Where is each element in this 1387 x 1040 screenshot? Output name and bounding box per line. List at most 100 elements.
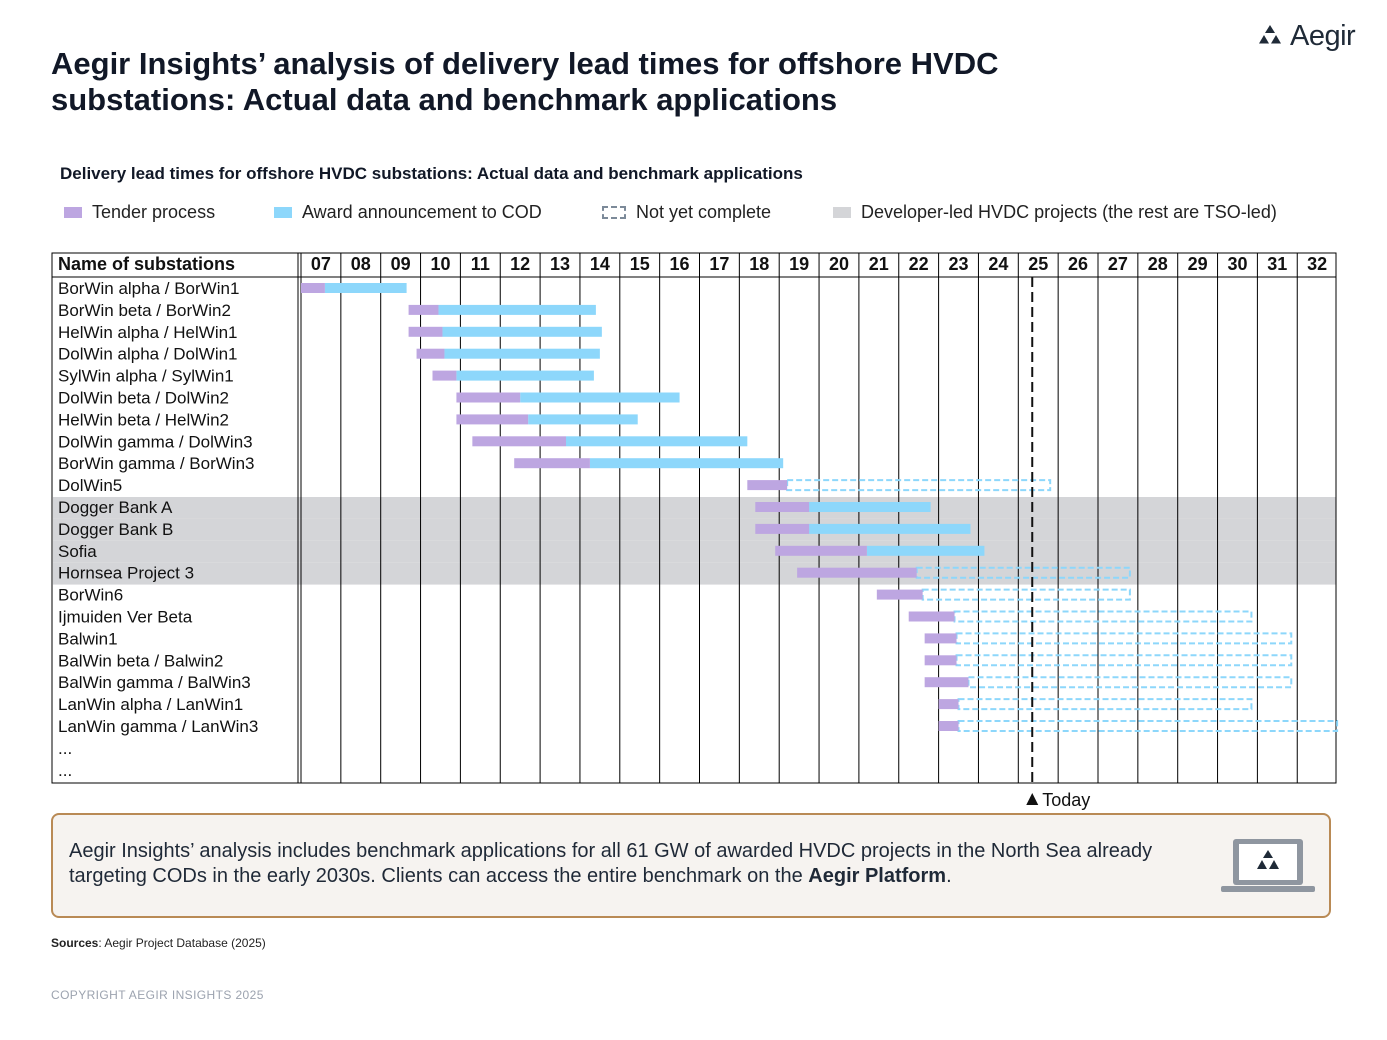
substation-name: Hornsea Project 3 [58, 564, 194, 583]
tender-bar [938, 721, 959, 731]
tender-bar [432, 370, 457, 381]
substation-name: DolWin alpha / DolWin1 [58, 345, 238, 364]
year-tick-label: 28 [1148, 254, 1168, 274]
year-tick-label: 26 [1068, 254, 1088, 274]
tender-bar [755, 502, 810, 512]
tender-bar [908, 611, 955, 622]
legend-item-not-complete: Not yet complete [602, 202, 771, 223]
tender-bar [755, 523, 810, 534]
substation-name: ... [58, 761, 72, 780]
year-tick-label: 25 [1028, 254, 1048, 274]
year-tick-label: 11 [471, 254, 490, 274]
laptop-aegir-icon [1221, 839, 1315, 892]
tender-bar [472, 436, 567, 447]
not-complete-bar [967, 676, 1293, 689]
substation-name: BalWin beta / Balwin2 [58, 651, 223, 670]
benchmark-callout: Aegir Insights’ analysis includes benchm… [51, 813, 1331, 918]
chart-title: Delivery lead times for offshore HVDC su… [60, 164, 803, 183]
award-bar [589, 458, 784, 469]
award-bar [520, 392, 680, 403]
not-complete-bar [957, 698, 1253, 711]
substation-name: HelWin alpha / HelWin1 [58, 323, 238, 342]
award-bar [444, 348, 600, 359]
year-tick-label: 31 [1267, 254, 1287, 274]
year-tick-label: 29 [1188, 254, 1208, 274]
page-title: Aegir Insights’ analysis of delivery lea… [51, 46, 999, 117]
today-label: Today [1042, 790, 1090, 810]
legend-label-award: Award announcement to COD [302, 202, 542, 222]
tender-bar [408, 326, 443, 337]
today-marker-icon [1026, 793, 1039, 805]
substation-name: LanWin alpha / LanWin1 [58, 695, 243, 714]
year-tick-label: 19 [789, 254, 809, 274]
not-complete-bar [953, 610, 1253, 623]
year-tick-label: 15 [630, 254, 650, 274]
tender-bar [924, 655, 957, 666]
not-complete-bar [786, 479, 1052, 492]
not-complete-bar [955, 632, 1293, 645]
award-bar [456, 370, 594, 381]
year-tick-label: 09 [391, 254, 411, 274]
substation-name: BalWin gamma / BalWin3 [58, 673, 251, 692]
year-tick-label: 14 [590, 254, 610, 274]
award-bar [566, 436, 748, 447]
year-tick-label: 30 [1227, 254, 1247, 274]
year-tick-label: 27 [1108, 254, 1128, 274]
tender-bar [301, 283, 325, 293]
brand-name: Aegir [1290, 19, 1356, 52]
row-header: Name of substations [58, 254, 235, 274]
tender-bar [456, 392, 521, 403]
year-tick-label: 10 [430, 254, 450, 274]
substation-name: Dogger Bank B [58, 520, 173, 539]
substation-name: HelWin beta / HelWin2 [58, 410, 229, 429]
year-tick-label: 16 [670, 254, 690, 274]
not-complete-bar [957, 720, 1339, 732]
substation-name: LanWin gamma / LanWin3 [58, 717, 258, 736]
tender-bar [797, 567, 917, 578]
legend-label-tender: Tender process [92, 202, 216, 222]
award-bar [809, 523, 971, 534]
sources-note: Sources: Aegir Project Database (2025) [51, 936, 266, 950]
brand-logo: Aegir [1258, 19, 1356, 52]
developer-band [53, 540, 1336, 563]
legend-label-not-complete: Not yet complete [636, 202, 772, 222]
aegir-triangles-icon [1259, 25, 1281, 44]
legend-swatch-developer [833, 207, 851, 218]
year-tick-label: 22 [909, 254, 929, 274]
award-bar [438, 304, 596, 315]
year-tick-label: 12 [510, 254, 530, 274]
year-tick-label: 24 [988, 254, 1008, 274]
substation-name: BorWin alpha / BorWin1 [58, 279, 239, 298]
tender-bar [514, 458, 590, 469]
year-tick-label: 32 [1307, 254, 1327, 274]
award-bar [528, 414, 638, 425]
legend-item-developer: Developer-led HVDC projects (the rest ar… [833, 202, 1277, 223]
callout-text: Aegir Insights’ analysis includes benchm… [69, 839, 1199, 889]
legend-swatch-tender [64, 207, 82, 218]
award-bar [324, 283, 407, 293]
substation-name: SylWin alpha / SylWin1 [58, 367, 234, 386]
legend-swatch-award [274, 207, 292, 218]
award-bar [809, 502, 931, 512]
year-tick-label: 13 [550, 254, 570, 274]
aegir-platform-link[interactable]: Aegir Platform [808, 865, 947, 887]
not-complete-bar [955, 654, 1293, 667]
developer-band [53, 497, 1336, 519]
sources-label: Sources [51, 936, 99, 950]
developer-band [53, 518, 1336, 541]
copyright: COPYRIGHT AEGIR INSIGHTS 2025 [51, 988, 264, 1002]
award-bar [442, 326, 602, 337]
callout-end: . [946, 865, 952, 887]
year-tick-label: 18 [749, 254, 769, 274]
tender-bar [924, 633, 957, 644]
substation-name: DolWin gamma / DolWin3 [58, 432, 253, 451]
legend-label-developer: Developer-led HVDC projects (the rest ar… [861, 202, 1277, 222]
year-tick-label: 17 [709, 254, 729, 274]
substation-name: BorWin beta / BorWin2 [58, 301, 231, 320]
substation-name: ... [58, 739, 72, 758]
substation-name: Ijmuiden Ver Beta [58, 608, 193, 627]
substation-name: DolWin5 [58, 476, 122, 495]
year-tick-label: 07 [311, 254, 331, 274]
callout-body: Aegir Insights’ analysis includes benchm… [69, 840, 1153, 887]
year-tick-label: 23 [949, 254, 969, 274]
